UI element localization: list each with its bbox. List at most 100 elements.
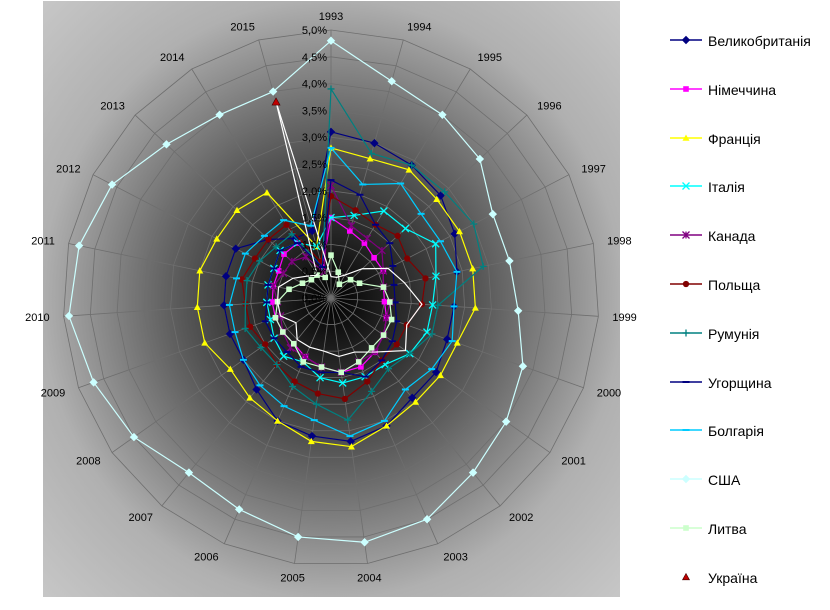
data-point — [385, 365, 393, 373]
data-point — [234, 505, 244, 514]
data-point — [455, 227, 463, 235]
data-point — [338, 379, 347, 387]
grid-spoke — [330, 243, 594, 299]
data-point — [327, 179, 335, 182]
data-point — [436, 191, 445, 200]
category-label: 2014 — [160, 52, 184, 64]
data-point — [401, 224, 410, 233]
radial-tick-label: 2,5% — [302, 159, 327, 171]
grid-ring — [303, 270, 359, 325]
grid-ring — [89, 56, 573, 538]
data-point — [380, 419, 388, 422]
category-label: 1999 — [612, 312, 636, 324]
data-point — [318, 364, 325, 370]
data-point — [387, 77, 396, 86]
radial-tick-label: 4,5% — [302, 52, 327, 64]
legend-label: Румунія — [708, 325, 760, 342]
data-point — [422, 515, 432, 524]
data-point — [246, 394, 254, 401]
data-point — [469, 265, 477, 272]
data-point — [280, 405, 288, 408]
legend: Великобританія Німеччина Франція Італія Кана… — [668, 24, 828, 610]
data-point — [239, 358, 247, 361]
legend-label: Україна — [708, 569, 758, 586]
data-point — [448, 340, 456, 343]
data-point — [434, 301, 442, 309]
data-point — [307, 437, 315, 445]
data-point — [431, 367, 441, 377]
data-point — [162, 140, 171, 149]
legend-label: Італія — [708, 179, 745, 196]
data-point — [314, 390, 322, 397]
legend-item: США — [668, 463, 828, 512]
data-point — [380, 284, 387, 290]
legend-item: Румунія — [668, 317, 828, 366]
radial-tick-label: 0,0% — [302, 293, 327, 305]
data-point — [308, 276, 315, 283]
radial-tick-label: 1,5% — [302, 213, 327, 225]
data-point — [422, 275, 429, 282]
data-point — [310, 419, 318, 422]
category-label: 2009 — [41, 387, 65, 399]
data-point — [293, 532, 303, 542]
data-point — [233, 277, 241, 280]
data-point — [377, 246, 386, 255]
category-label: 2012 — [56, 163, 80, 175]
data-point — [281, 251, 287, 257]
grid-spoke — [330, 114, 528, 299]
category-label: 1993 — [319, 11, 343, 23]
data-point — [470, 220, 478, 228]
data-point — [264, 283, 272, 286]
series-line — [228, 146, 458, 437]
series-line — [244, 87, 484, 421]
legend-item: Італія — [668, 170, 828, 219]
data-point — [251, 255, 259, 262]
legend-label: Угорщина — [708, 374, 772, 391]
series-layer — [64, 36, 528, 547]
category-label: 2013 — [100, 101, 124, 113]
grid-ring — [116, 83, 546, 511]
series-10 — [64, 36, 528, 547]
data-point — [475, 154, 485, 164]
data-point — [263, 301, 271, 304]
legend-label: Польща — [708, 276, 761, 293]
data-point — [518, 362, 528, 371]
data-point — [393, 320, 401, 323]
data-point — [260, 234, 268, 237]
data-point — [297, 365, 305, 368]
data-point — [271, 97, 281, 106]
data-point — [346, 228, 353, 234]
data-point — [367, 149, 375, 157]
data-point — [257, 343, 265, 351]
data-point — [241, 300, 249, 308]
data-point — [272, 243, 280, 251]
category-label: 1998 — [607, 236, 631, 248]
data-point — [513, 306, 523, 316]
data-point — [406, 350, 414, 358]
category-label: 2003 — [443, 552, 467, 564]
data-point — [243, 277, 251, 285]
data-point — [233, 206, 241, 213]
data-point — [279, 269, 288, 278]
data-point — [307, 226, 317, 236]
data-point — [381, 298, 388, 305]
data-point — [327, 146, 335, 149]
data-point — [344, 416, 352, 424]
category-label: 1995 — [478, 52, 502, 64]
data-point — [397, 182, 405, 185]
data-point — [336, 281, 343, 288]
data-point — [338, 369, 345, 376]
legend-label: Канада — [708, 228, 756, 245]
data-point — [347, 276, 354, 283]
category-label: 1997 — [581, 163, 605, 175]
data-point — [471, 304, 479, 311]
legend-swatch — [670, 329, 702, 337]
data-point — [312, 400, 320, 408]
legend-label: США — [708, 472, 741, 489]
legend-swatch — [670, 231, 702, 240]
data-point — [403, 255, 411, 262]
data-point — [322, 274, 329, 281]
radial-tick-label: 3,5% — [302, 105, 327, 117]
data-point — [441, 188, 449, 196]
grid-spoke — [191, 68, 332, 299]
